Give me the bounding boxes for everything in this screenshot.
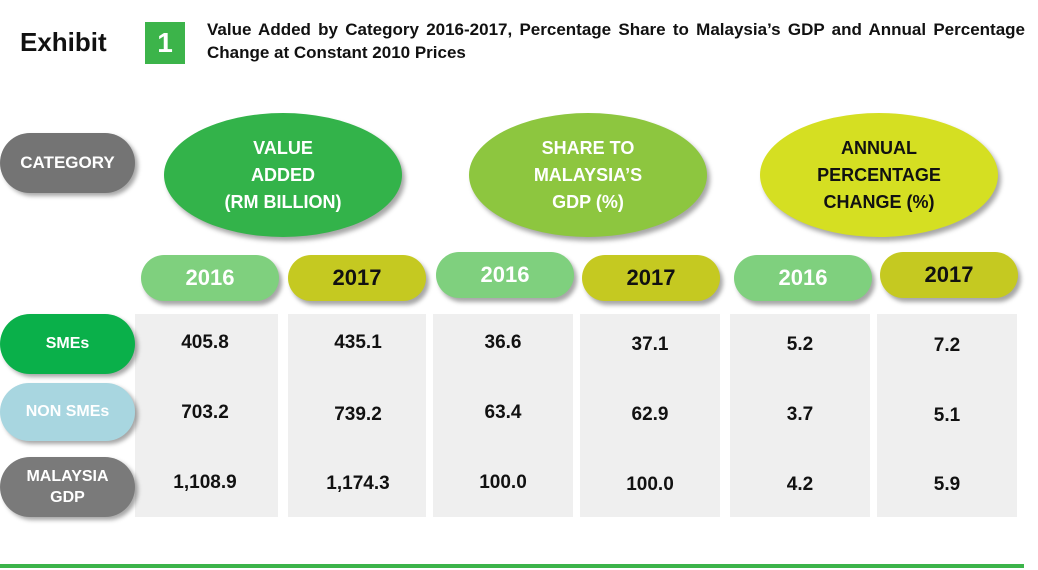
value-added-line-1: VALUE [253, 137, 313, 158]
row-label-gdp-line-2: GDP [50, 489, 85, 506]
column-background [288, 314, 426, 517]
annual-change-line-1: ANNUAL [841, 137, 917, 158]
year-change-2017: 2017 [880, 252, 1018, 298]
year-share-2017: 2017 [582, 255, 720, 301]
row-label-gdp-line-1: MALAYSIA [26, 468, 109, 485]
value-added-header: VALUE ADDED (RM BILLION) [164, 113, 402, 237]
category-header: CATEGORY [0, 133, 135, 193]
table-cell: 5.1 [933, 405, 961, 426]
table-cell: 63.4 [484, 402, 522, 423]
exhibit-number-badge: 1 [145, 22, 185, 64]
share-gdp-line-3: GDP (%) [552, 191, 624, 212]
column-background [730, 314, 870, 517]
year-value-added-2016: 2016 [141, 255, 279, 301]
table-cell: 100.0 [626, 474, 674, 495]
annual-change-line-3: CHANGE (%) [823, 191, 935, 212]
table-cell: 1,174.3 [326, 473, 390, 494]
share-gdp-line-2: MALAYSIA’S [533, 164, 643, 185]
table-cell: 7.2 [933, 335, 961, 356]
table-cell: 1,108.9 [173, 472, 237, 493]
annual-change-header: ANNUAL PERCENTAGE CHANGE (%) [760, 113, 998, 237]
row-label-malaysia-gdp: MALAYSIA GDP [0, 457, 135, 517]
table-cell: 703.2 [181, 402, 229, 423]
table-cell: 37.1 [631, 334, 669, 355]
column-background [135, 314, 278, 517]
share-gdp-line-1: SHARE TO [541, 137, 635, 158]
table-cell: 5.9 [933, 474, 961, 495]
year-value-added-2017: 2017 [288, 255, 426, 301]
value-added-line-2: ADDED [250, 164, 315, 185]
year-change-2016: 2016 [734, 255, 872, 301]
table-cell: 739.2 [334, 404, 382, 425]
table-cell: 405.8 [181, 332, 229, 353]
column-background [580, 314, 720, 517]
table-cell: 100.0 [479, 472, 527, 493]
table-cell: 3.7 [786, 404, 814, 425]
bottom-rule [0, 564, 1024, 568]
share-gdp-header: SHARE TO MALAYSIA’S GDP (%) [469, 113, 707, 237]
exhibit-title: Value Added by Category 2016-2017, Perce… [207, 20, 1025, 62]
column-background [877, 314, 1017, 517]
value-added-line-3: (RM BILLION) [224, 191, 342, 212]
exhibit-label: Exhibit [20, 27, 107, 57]
table-cell: 62.9 [631, 404, 669, 425]
row-label-smes: SMEs [0, 314, 135, 374]
year-share-2016: 2016 [436, 252, 574, 298]
table-cell: 4.2 [786, 474, 814, 495]
table-cell: 5.2 [786, 334, 814, 355]
table-cell: 36.6 [484, 332, 522, 353]
table-cell: 435.1 [334, 332, 382, 353]
annual-change-line-2: PERCENTAGE [817, 164, 941, 185]
row-label-non-smes: NON SMEs [0, 383, 135, 441]
column-background [433, 314, 573, 517]
